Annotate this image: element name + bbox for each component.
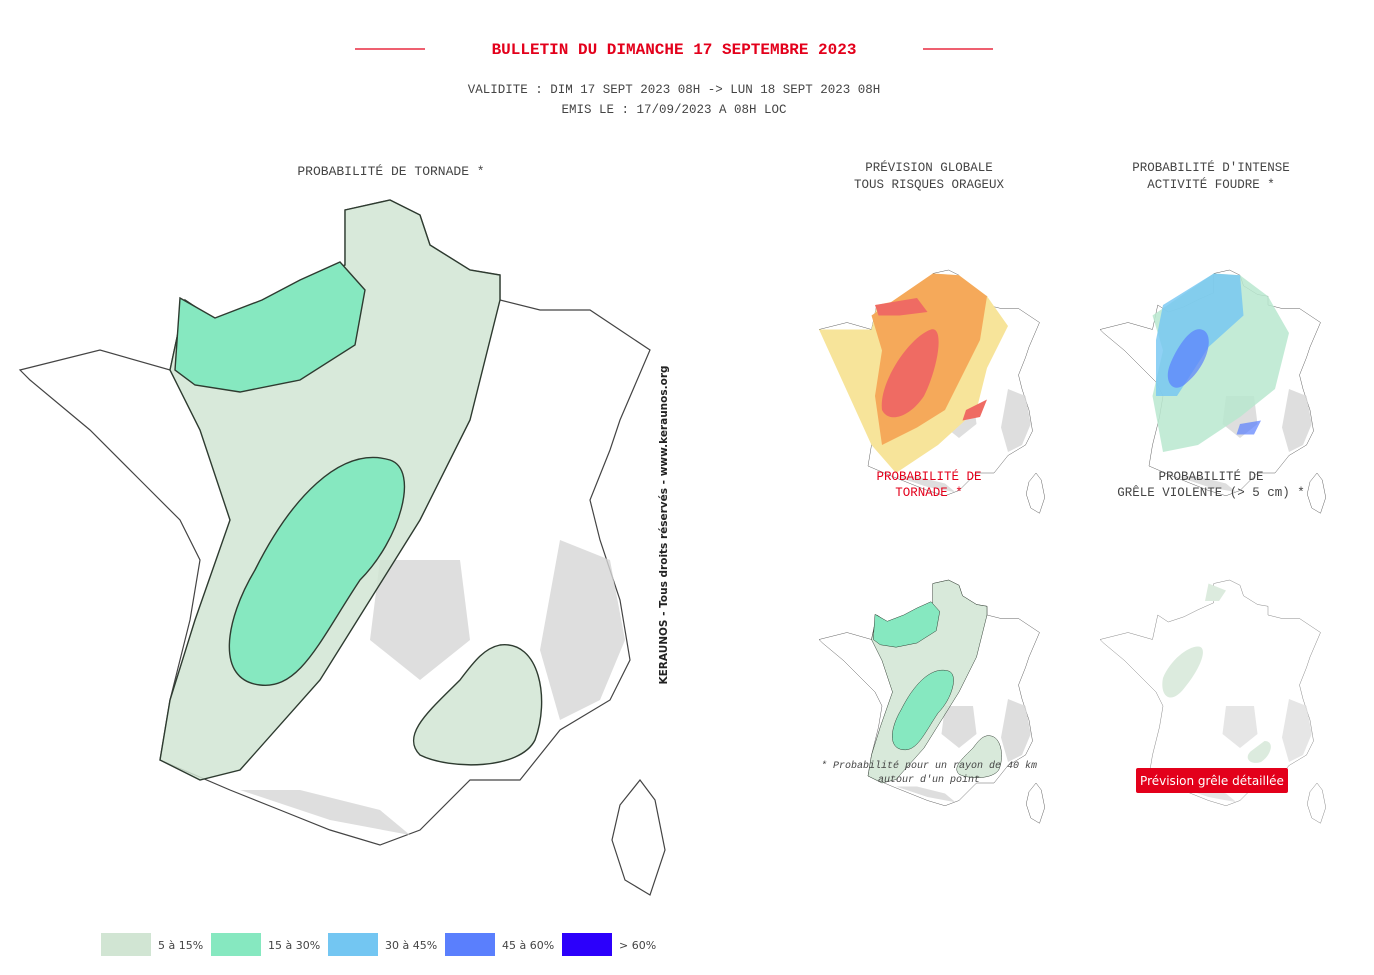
validity: VALIDITE : DIM 17 SEPT 2023 08H -> LUN 1…: [468, 83, 881, 97]
thumb-title: PROBABILITÉ D'INTENSE: [1132, 160, 1290, 175]
bulletin-title: BULLETIN DU DIMANCHE 17 SEPTEMBRE 2023: [492, 41, 857, 59]
thumb-title: PROBABILITÉ DE: [1158, 469, 1263, 484]
credit: KERAUNOS - Tous droits réservés - www.ke…: [658, 365, 670, 684]
legend-label: 15 à 30%: [268, 939, 320, 952]
thumbnail[interactable]: [1100, 580, 1326, 823]
thumb-title: TORNADE *: [895, 486, 963, 500]
map-title: PROBABILITÉ DE TORNADE *: [297, 164, 484, 179]
thumbnail[interactable]: [819, 579, 1045, 823]
footnote: autour d'un point: [878, 774, 980, 786]
thumb-title: TOUS RISQUES ORAGEUX: [854, 178, 1005, 192]
legend-label: 45 à 60%: [502, 939, 554, 952]
legend-swatch: [101, 933, 151, 956]
legend-label: 5 à 15%: [158, 939, 203, 952]
legend-label: > 60%: [619, 939, 656, 952]
main-map: [20, 199, 665, 895]
footnote: * Probabilité pour un rayon de 40 km: [821, 760, 1037, 772]
legend-label: 30 à 45%: [385, 939, 437, 952]
legend-swatch: [211, 933, 261, 956]
legend-swatch: [328, 933, 378, 956]
legend-swatch: [562, 933, 612, 956]
button-label[interactable]: Prévision grêle détaillée: [1140, 774, 1284, 788]
thumb-title: GRÊLE VIOLENTE (> 5 cm) *: [1117, 485, 1305, 500]
thumb-title: PROBABILITÉ DE: [876, 469, 981, 484]
thumbnail[interactable]: [819, 270, 1045, 513]
hail-button[interactable]: Prévision grêle détaillée: [1136, 768, 1288, 793]
thumb-title: ACTIVITÉ FOUDRE *: [1147, 177, 1275, 192]
button-bg[interactable]: [1136, 768, 1288, 793]
legend-swatch: [445, 933, 495, 956]
legend: 5 à 15% 15 à 30% 30 à 45% 45 à 60% > 60%: [101, 933, 656, 956]
thumbnail[interactable]: [1100, 270, 1326, 513]
thumb-title: PRÉVISION GLOBALE: [865, 160, 993, 175]
issued: EMIS LE : 17/09/2023 A 08H LOC: [561, 103, 786, 117]
